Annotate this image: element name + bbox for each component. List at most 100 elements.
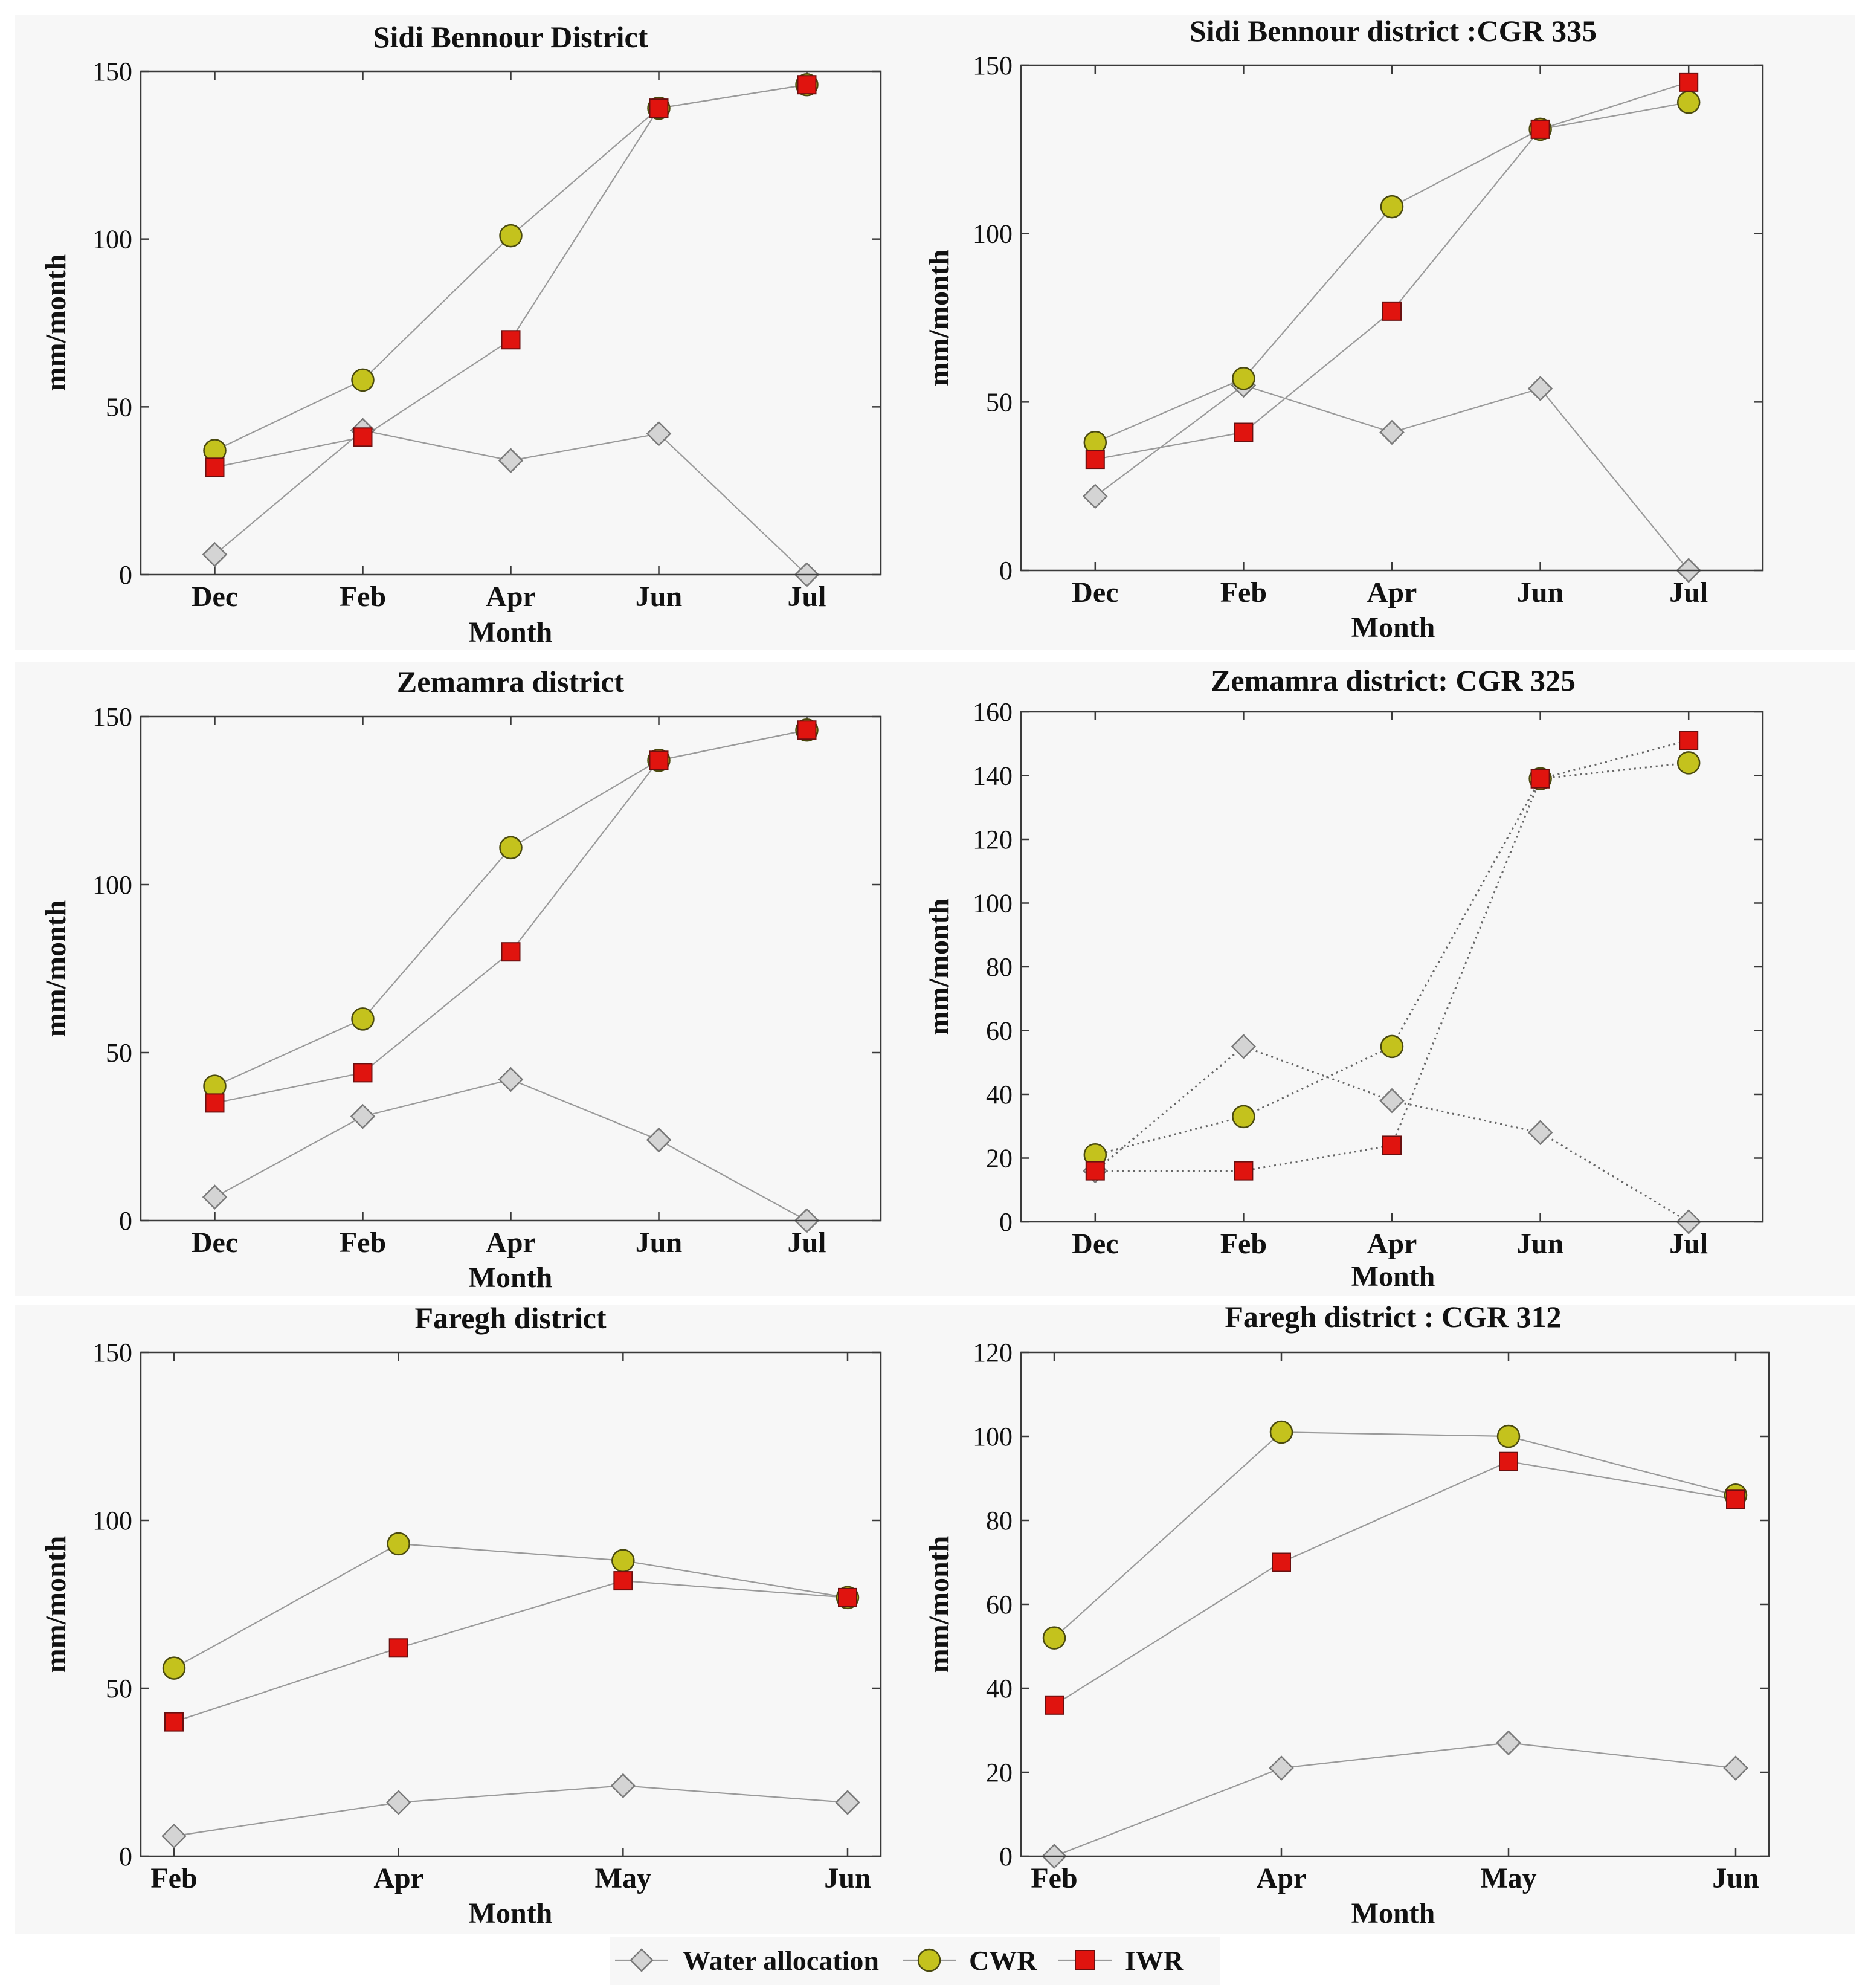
x-tick-label: Dec <box>1072 1228 1118 1260</box>
point-iwr <box>205 457 225 477</box>
y-tick-label: 0 <box>119 1206 132 1236</box>
point-cwr <box>387 1532 410 1556</box>
x-tick-label: Apr <box>373 1862 423 1894</box>
point-water-allocation <box>1723 1755 1748 1781</box>
point-water-allocation <box>498 448 524 473</box>
y-axis-label: mm/month <box>923 250 955 387</box>
point-water-allocation <box>1379 1088 1405 1114</box>
point-iwr <box>1045 1695 1064 1715</box>
circle-icon <box>917 1948 941 1972</box>
y-tick-label: 20 <box>986 1758 1013 1787</box>
x-tick-label: Apr <box>1257 1862 1307 1894</box>
point-water-allocation <box>498 1067 524 1092</box>
point-water-allocation <box>161 1823 187 1849</box>
point-water-allocation <box>1527 1120 1553 1146</box>
point-iwr <box>1234 1161 1254 1181</box>
panel-background <box>900 15 1855 650</box>
series-line-iwr <box>1095 740 1689 1172</box>
legend-item-iwr: IWR <box>1058 1945 1184 1976</box>
x-tick-label: Jun <box>636 581 682 613</box>
chart-faregh: Faregh district 0 50 100 150 Feb Apr May Jun Mo… <box>15 1301 970 1934</box>
y-tick-label: 100 <box>92 870 132 900</box>
y-tick-label: 150 <box>92 57 132 86</box>
y-tick-label: 100 <box>973 889 1013 918</box>
series-line-iwr <box>1054 1460 1736 1706</box>
point-water-allocation <box>1231 1034 1257 1059</box>
y-tick-label: 20 <box>986 1144 1013 1173</box>
y-tick-label: 140 <box>973 761 1013 791</box>
series-line-water-allocation <box>1094 1045 1689 1223</box>
point-cwr <box>1269 1420 1293 1444</box>
chart-title: Faregh district <box>414 1301 606 1335</box>
chart-sidi-bennour: Sidi Bennour District 0 50 100 150 Dec Feb Apr… <box>15 15 970 650</box>
y-tick-label: 100 <box>973 219 1013 249</box>
y-axis-label: mm/month <box>923 899 955 1036</box>
point-cwr <box>1232 367 1255 390</box>
x-tick-label: Feb <box>1220 1228 1267 1260</box>
y-tick-label: 120 <box>973 825 1013 854</box>
y-tick-label: 150 <box>973 51 1013 80</box>
point-cwr <box>1232 1105 1255 1129</box>
plot-area: 0 50 100 150 Feb Apr May Jun <box>92 1338 882 1894</box>
y-tick-label: 60 <box>986 1016 1013 1046</box>
chart-zemamra-cgr-325: Zemamra district: CGR 325 0 20 40 60 80 100 12… <box>900 662 1855 1296</box>
point-iwr <box>613 1571 633 1591</box>
point-iwr <box>1499 1451 1518 1471</box>
point-iwr <box>1382 301 1402 321</box>
legend-item-cwr: CWR <box>903 1945 1037 1976</box>
point-water-allocation <box>350 1103 376 1129</box>
point-iwr <box>797 720 817 740</box>
point-water-allocation <box>1496 1730 1521 1756</box>
plot-frame <box>1020 711 1764 1223</box>
point-iwr <box>1679 72 1699 92</box>
x-tick-label: Apr <box>1367 1228 1417 1260</box>
point-water-allocation <box>385 1790 411 1815</box>
x-tick-label: Feb <box>1220 576 1267 608</box>
y-axis-label: mm/month <box>40 900 72 1038</box>
y-tick-label: 0 <box>999 1207 1013 1237</box>
point-iwr <box>1085 1161 1105 1181</box>
y-tick-label: 80 <box>986 952 1013 982</box>
point-iwr <box>164 1712 184 1732</box>
legend-item-water-allocation: Water allocation <box>615 1945 879 1976</box>
y-tick-label: 50 <box>106 392 132 422</box>
x-tick-label: Feb <box>150 1862 197 1894</box>
x-tick-label: Dec <box>192 1227 238 1259</box>
y-tick-label: 50 <box>986 387 1013 417</box>
y-tick-label: 0 <box>999 1842 1013 1871</box>
y-tick-label: 40 <box>986 1080 1013 1109</box>
point-water-allocation <box>1379 419 1405 445</box>
point-iwr <box>1530 119 1550 139</box>
point-cwr <box>499 836 523 860</box>
legend: Water allocation CWR IWR <box>610 1937 1220 1985</box>
point-iwr <box>501 330 521 350</box>
plot-frame <box>140 1351 882 1857</box>
x-tick-label: Apr <box>486 581 536 613</box>
y-tick-label: 0 <box>999 556 1013 586</box>
point-cwr <box>1380 1034 1404 1059</box>
y-tick-label: 160 <box>973 697 1013 727</box>
chart-faregh-cgr-312: Faregh district : CGR 312 0 20 40 60 80 100 12… <box>900 1300 1855 1934</box>
point-cwr <box>1676 91 1701 114</box>
point-cwr <box>351 368 375 392</box>
panel-background <box>15 662 970 1296</box>
y-axis-label: mm/month <box>923 1536 955 1673</box>
chart-sidi-bennour-cgr-335: Sidi Bennour district :CGR 335 0 50 100 150… <box>900 14 1855 650</box>
point-iwr <box>649 750 669 770</box>
point-iwr <box>838 1587 857 1607</box>
x-tick-label: Jun <box>1517 576 1563 608</box>
series-line-iwr <box>173 1580 848 1723</box>
x-tick-label: May <box>1480 1862 1536 1894</box>
point-cwr <box>1496 1424 1521 1448</box>
point-cwr <box>162 1656 186 1680</box>
point-iwr <box>1085 450 1105 470</box>
point-water-allocation <box>646 1127 672 1153</box>
point-iwr <box>1726 1489 1745 1509</box>
x-axis-label: Month <box>469 616 553 648</box>
point-water-allocation <box>1083 483 1108 509</box>
point-iwr <box>1679 731 1699 750</box>
x-tick-label: Jun <box>636 1227 682 1259</box>
